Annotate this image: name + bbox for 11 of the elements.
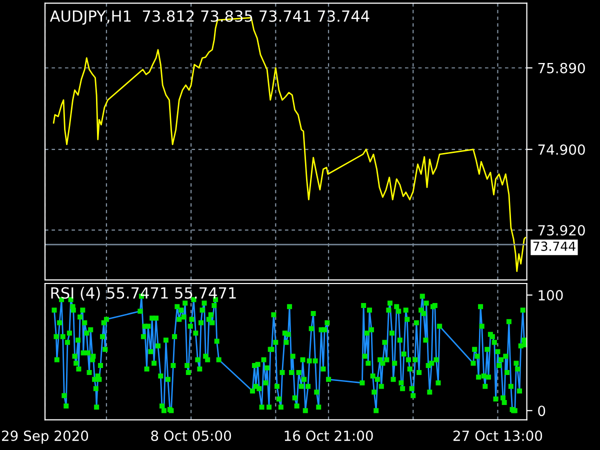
y-tick-label: 75.890 <box>538 62 585 74</box>
y-tick-label: 74.900 <box>538 144 585 155</box>
y-tick-label: 0 <box>538 406 546 416</box>
x-tick-label: 8 Oct 05:00 <box>151 430 231 442</box>
y-tick-label: 73.920 <box>538 225 585 236</box>
chart-title: RSI (4) 55.7471 55.7471 <box>51 286 236 301</box>
x-tick-label: 27 Oct 13:00 <box>453 430 542 442</box>
x-tick-label: 16 Oct 21:00 <box>284 430 373 442</box>
ref-line-label: 73.744 <box>533 242 576 251</box>
x-tick-label: 29 Sep 2020 <box>2 430 88 444</box>
y-tick-label: 100 <box>538 290 563 301</box>
